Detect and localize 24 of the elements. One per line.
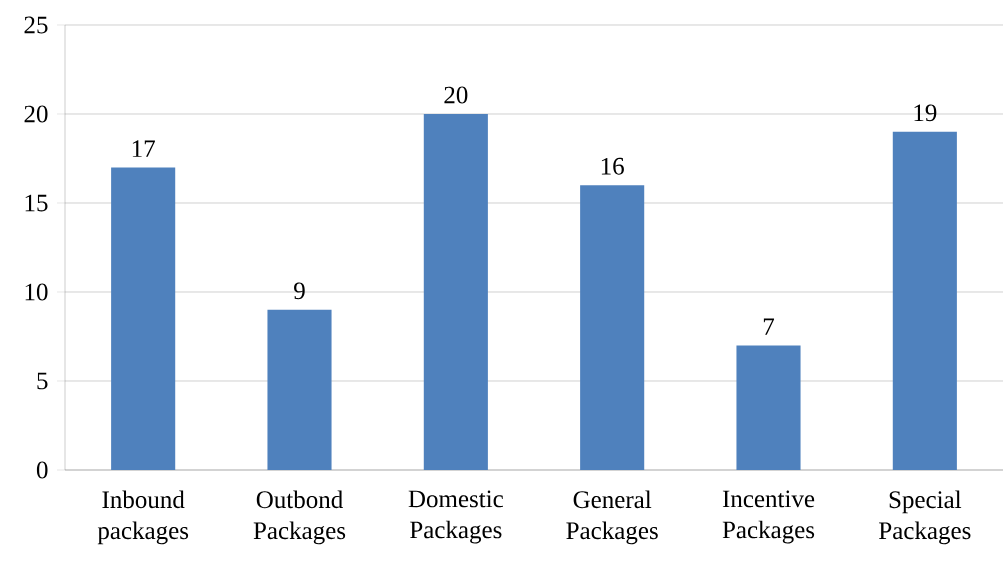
bar [111,167,176,470]
bar [423,114,488,470]
data-label: 7 [763,318,775,335]
bar [267,309,332,470]
x-tick-label: Special Packages [879,490,971,545]
y-tick-label: 25 [24,16,48,34]
data-label: 17 [132,140,155,157]
y-tick-label: 20 [24,105,48,123]
x-tick-label: Inbound packages [97,490,189,545]
y-tick-label: 15 [25,194,48,212]
bar [580,185,645,470]
y-tick-label: 0 [36,461,48,479]
x-tick-label: Outbond Packages [253,490,346,545]
y-tick-label: 10 [25,283,48,301]
data-label: 16 [601,157,624,175]
x-tick-label: General Packages [566,490,658,545]
data-label: 9 [294,282,305,300]
y-tick-label: 5 [37,372,48,390]
x-tick-label: Incentive Packages [722,490,815,544]
bar [736,345,801,470]
data-label: 20 [444,86,468,104]
x-tick-label: Domestic Packages [408,490,503,544]
bar [892,131,957,470]
data-label: 19 [914,104,937,122]
